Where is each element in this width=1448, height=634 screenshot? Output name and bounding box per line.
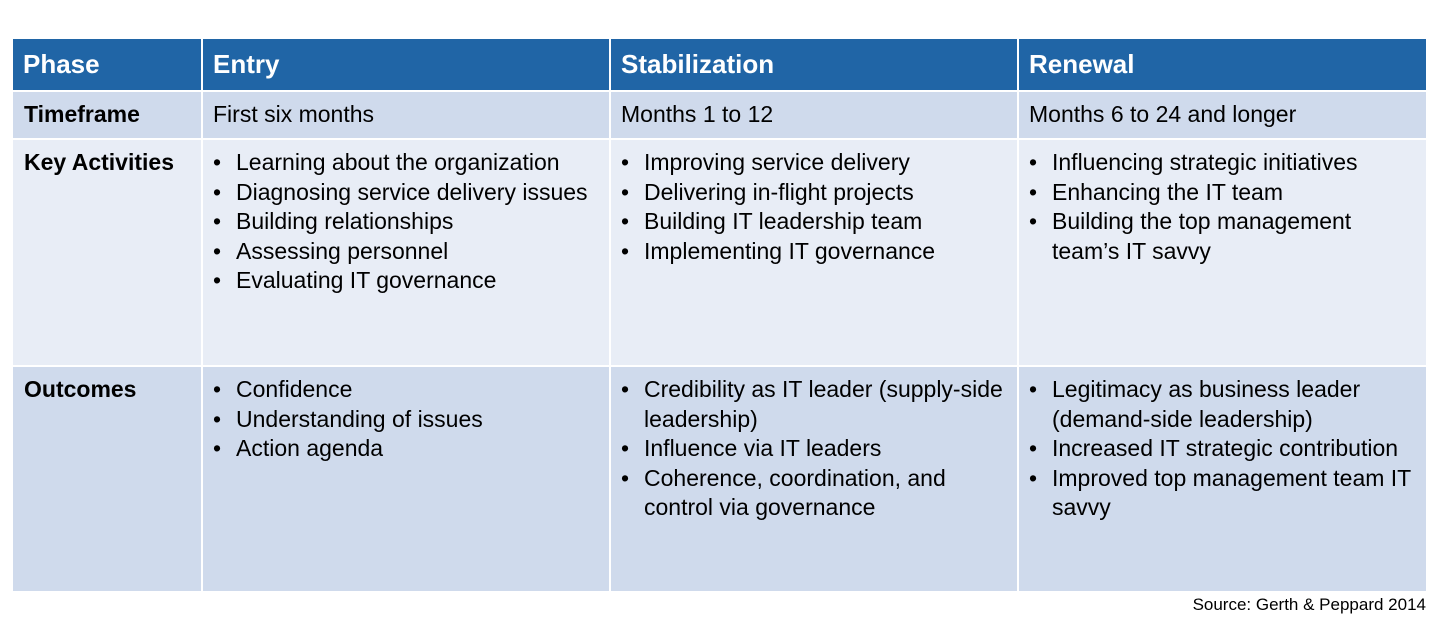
list-item: • Legitimacy as business leader (demand-s…: [1029, 375, 1418, 434]
key-activities-label-cell: Key Activities: [11, 138, 203, 367]
list-item: • Enhancing the IT team: [1029, 178, 1418, 208]
source-citation: Source: Gerth & Peppard 2014: [1192, 595, 1426, 614]
list-item: • Improved top management team IT savvy: [1029, 464, 1418, 523]
list-item: • Credibility as IT leader (supply-side l…: [621, 375, 1009, 434]
timeframe-entry-cell: First six months: [201, 90, 611, 140]
outcomes-label-cell: Outcomes: [11, 365, 203, 593]
list-item: • Confidence: [213, 375, 601, 405]
key-activities-stabilization-cell: • Improving service delivery • Delivering i…: [609, 138, 1019, 367]
bullet-icon: •: [1029, 376, 1038, 402]
outcomes-entry-cell: • Confidence • Understanding of issues • Acti…: [201, 365, 611, 593]
outcomes-row: Outcomes • Confidence • Understanding of is…: [11, 365, 1428, 593]
bullet-icon: •: [213, 178, 222, 205]
phase-table: Phase Entry Stabilization Renewal Timefr…: [11, 37, 1428, 593]
key-activities-renewal-list: • Influencing strategic initiatives • Enhan…: [1020, 141, 1425, 266]
timeframe-renewal: Months 6 to 24 and longer: [1029, 101, 1297, 127]
bullet-icon: •: [621, 149, 630, 175]
list-item: • Coherence, coordination, and control vi…: [621, 464, 1009, 523]
list-item-text: Confidence: [236, 376, 353, 402]
list-item: • Evaluating IT governance: [213, 266, 601, 296]
list-item: • Action agenda: [213, 434, 601, 464]
bullet-icon: •: [213, 405, 222, 432]
bullet-icon: •: [621, 237, 630, 264]
list-item-text: Coherence, coordination, and control via…: [644, 464, 946, 521]
list-item-text: Influence via IT leaders: [644, 435, 882, 461]
timeframe-stabilization: Months 1 to 12: [621, 101, 774, 127]
key-activities-entry-list: • Learning about the organization • Diagnos…: [204, 141, 608, 296]
bullet-icon: •: [621, 208, 630, 234]
bullet-icon: •: [1029, 149, 1038, 175]
list-item: • Building IT leadership team: [621, 207, 1009, 237]
list-item: • Diagnosing service delivery issues: [213, 178, 601, 208]
list-item: • Learning about the organization: [213, 148, 601, 178]
bullet-icon: •: [213, 208, 222, 234]
bullet-icon: •: [621, 376, 630, 402]
outcomes-stabilization-cell: • Credibility as IT leader (supply-side l…: [609, 365, 1019, 593]
key-activities-renewal-cell: • Influencing strategic initiatives • Enhan…: [1017, 138, 1428, 367]
timeframe-stabilization-cell: Months 1 to 12: [609, 90, 1019, 140]
list-item-text: Learning about the organization: [236, 149, 560, 175]
bullet-icon: •: [621, 435, 630, 461]
key-activities-row: Key Activities • Learning about the organ…: [11, 138, 1428, 367]
bullet-icon: •: [213, 237, 222, 264]
list-item-text: Building relationships: [236, 208, 454, 234]
timeframe-renewal-cell: Months 6 to 24 and longer: [1017, 90, 1428, 140]
list-item-text: Building the top management team’s IT sa…: [1052, 208, 1352, 264]
bullet-icon: •: [621, 464, 630, 491]
outcomes-stabilization-list: • Credibility as IT leader (supply-side l…: [612, 368, 1016, 523]
timeframe-label-cell: Timeframe: [11, 90, 203, 140]
bullet-icon: •: [213, 376, 222, 402]
outcomes-renewal-cell: • Legitimacy as business leader (demand-s…: [1017, 365, 1428, 593]
list-item: • Influence via IT leaders: [621, 434, 1009, 464]
key-activities-stabilization-list: • Improving service delivery • Delivering i…: [612, 141, 1016, 267]
outcomes-label: Outcomes: [24, 376, 137, 402]
list-item: • Building the top management team’s IT s…: [1029, 207, 1418, 266]
list-item: • Delivering in-flight projects: [621, 178, 1009, 208]
list-item-text: Evaluating IT governance: [236, 267, 497, 293]
list-item-text: Influencing strategic initiatives: [1052, 149, 1358, 175]
key-activities-label: Key Activities: [24, 149, 174, 175]
list-item-text: Credibility as IT leader (supply-side le…: [644, 376, 1003, 432]
list-item: • Influencing strategic initiatives: [1029, 148, 1418, 178]
list-item-text: Legitimacy as business leader (demand-si…: [1052, 376, 1361, 432]
list-item-text: Building IT leadership team: [644, 208, 923, 234]
timeframe-label: Timeframe: [24, 101, 140, 127]
list-item: • Improving service delivery: [621, 148, 1009, 178]
header-row: Phase Entry Stabilization Renewal: [11, 37, 1428, 92]
key-activities-entry-cell: • Learning about the organization • Diagnos…: [201, 138, 611, 367]
bullet-icon: •: [213, 267, 222, 293]
list-item: • Implementing IT governance: [621, 237, 1009, 267]
bullet-icon: •: [213, 435, 222, 461]
list-item-text: Action agenda: [236, 435, 384, 461]
timeframe-row: Timeframe First six months Months 1 to 1…: [11, 90, 1428, 140]
list-item: • Understanding of issues: [213, 405, 601, 435]
header-stabilization: Stabilization: [609, 37, 1019, 92]
list-item: • Building relationships: [213, 207, 601, 237]
header-phase: Phase: [11, 37, 203, 92]
bullet-icon: •: [1029, 435, 1038, 461]
list-item-text: Delivering in-flight projects: [644, 178, 914, 205]
list-item: • Increased IT strategic contribution: [1029, 434, 1418, 464]
header-renewal: Renewal: [1017, 37, 1428, 92]
outcomes-renewal-list: • Legitimacy as business leader (demand-s…: [1020, 368, 1425, 523]
list-item-text: Assessing personnel: [236, 237, 449, 264]
list-item-text: Improved top management team IT savvy: [1052, 464, 1411, 521]
bullet-icon: •: [1029, 464, 1038, 491]
list-item-text: Understanding of issues: [236, 405, 483, 432]
list-item-text: Diagnosing service delivery issues: [236, 178, 588, 205]
bullet-icon: •: [213, 149, 222, 175]
list-item-text: Improving service delivery: [644, 149, 910, 175]
list-item-text: Implementing IT governance: [644, 237, 936, 264]
list-item-text: Increased IT strategic contribution: [1052, 435, 1399, 461]
list-item: • Assessing personnel: [213, 237, 601, 267]
outcomes-entry-list: • Confidence • Understanding of issues • Acti…: [204, 368, 608, 464]
bullet-icon: •: [621, 178, 630, 205]
list-item-text: Enhancing the IT team: [1052, 178, 1283, 205]
bullet-icon: •: [1029, 178, 1038, 205]
bullet-icon: •: [1029, 208, 1038, 234]
timeframe-entry: First six months: [213, 101, 375, 127]
header-entry: Entry: [201, 37, 611, 92]
